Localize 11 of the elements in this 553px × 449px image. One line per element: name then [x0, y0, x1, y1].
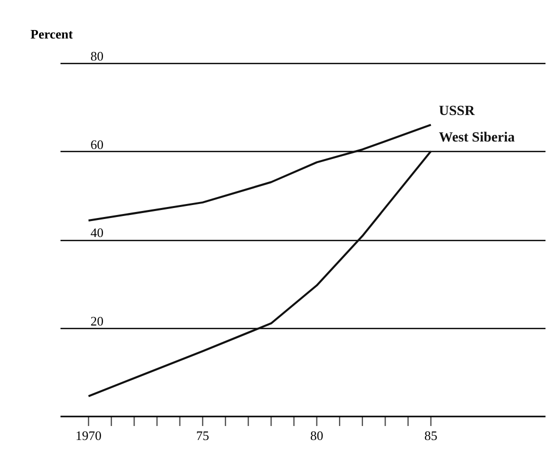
x-tick-label: 85 — [424, 428, 438, 443]
y-tick-label: 20 — [90, 313, 104, 328]
y-axis-title: Percent — [30, 26, 74, 42]
y-tick-label: 60 — [90, 136, 104, 152]
y-tick-label: 80 — [90, 48, 104, 64]
x-tick-label: 75 — [196, 428, 210, 443]
y-tick-label: 40 — [90, 225, 104, 240]
series-label: USSR — [438, 104, 476, 119]
series-label: West Siberia — [438, 130, 515, 146]
x-tick-label: 1970 — [76, 428, 102, 443]
x-tick-label: 80 — [310, 428, 324, 443]
